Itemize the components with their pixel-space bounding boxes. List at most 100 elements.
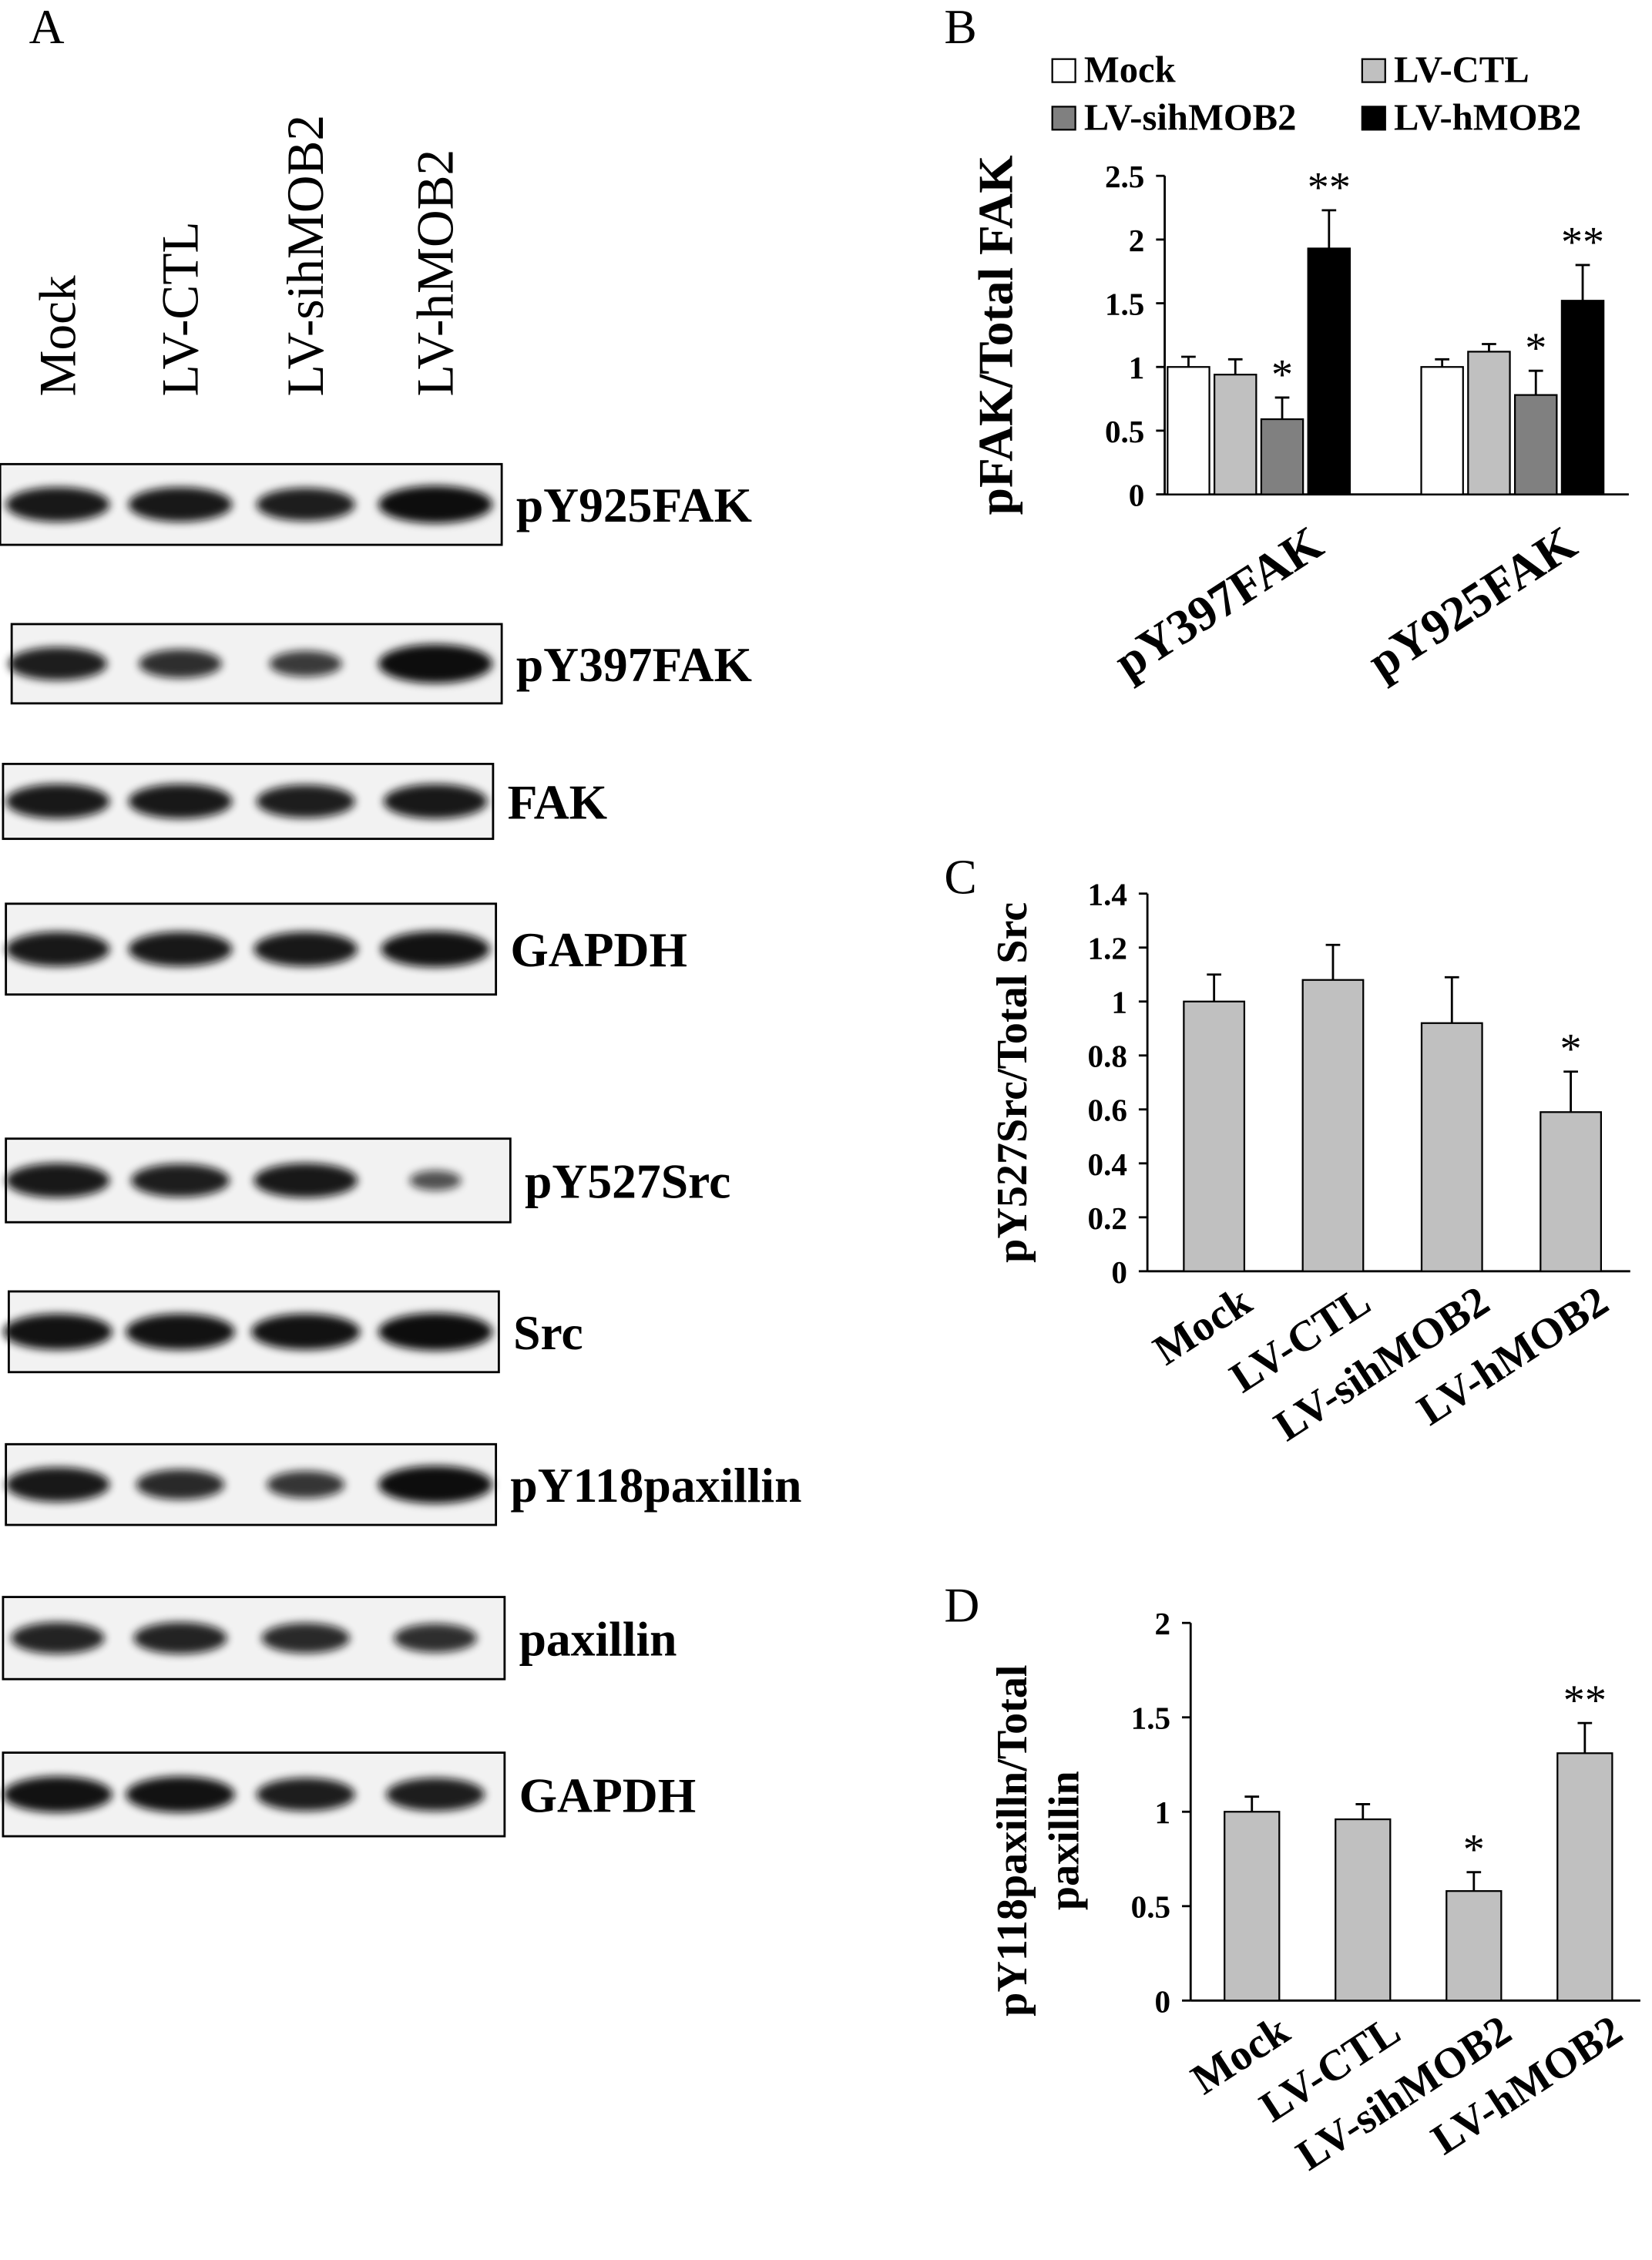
y-tick-label: 1.5 — [1131, 1701, 1170, 1736]
blot-band — [267, 1470, 345, 1499]
bar — [1335, 1818, 1392, 2002]
band-label: pY925FAK — [516, 478, 752, 532]
legend-label: Mock — [1084, 49, 1176, 91]
y-axis-label: pFAK/Total FAK — [968, 155, 1022, 515]
legend-label: LV-sihMOB2 — [1084, 96, 1297, 138]
y-tick-label: 1 — [1111, 985, 1127, 1020]
y-tick-label: 2.5 — [1105, 159, 1144, 194]
y-tick-label: 0 — [1154, 1983, 1170, 2019]
blot-band — [256, 488, 355, 522]
bar — [1513, 394, 1558, 495]
x-tick-label: pY397FAK — [1104, 515, 1331, 690]
y-tick-label: 0.5 — [1131, 1889, 1170, 1925]
significance-mark: * — [1560, 1026, 1582, 1073]
blot-band — [8, 646, 107, 680]
bar — [1556, 1752, 1613, 2002]
y-tick-label: 0 — [1129, 478, 1145, 513]
y-tick-label: 0.4 — [1088, 1147, 1127, 1182]
blot-band — [133, 1622, 227, 1654]
y-tick-label: 1.2 — [1088, 931, 1127, 966]
y-axis-label: paxillin — [1040, 1771, 1088, 1910]
significance-mark: ** — [1561, 219, 1604, 267]
legend-label: LV-CTL — [1394, 49, 1529, 91]
band-label: GAPDH — [510, 922, 687, 977]
band-label: FAK — [508, 774, 607, 829]
blot-band — [3, 1313, 112, 1350]
legend-label: LV-hMOB2 — [1394, 96, 1581, 138]
blot-band — [381, 931, 490, 968]
panel-label: B — [944, 0, 976, 54]
y-tick-label: 0.8 — [1088, 1039, 1127, 1074]
legend-swatch — [1361, 106, 1386, 131]
bar — [1260, 418, 1304, 495]
blot-band — [378, 485, 493, 524]
lane-label: LV-hMOB2 — [407, 149, 465, 397]
lane-label: Mock — [29, 275, 86, 396]
band-label: GAPDH — [519, 1768, 697, 1822]
lane-label: LV-CTL — [151, 221, 209, 396]
band-label: pY527Src — [525, 1154, 730, 1208]
blot-band — [128, 932, 233, 967]
blot-band — [409, 1170, 462, 1191]
blot-band — [5, 784, 110, 819]
blot-band — [254, 1163, 358, 1198]
blot-band — [5, 487, 110, 522]
blot-band — [131, 1164, 230, 1197]
blot-band — [383, 784, 488, 819]
bar — [1167, 366, 1210, 495]
band-label: pY118paxillin — [510, 1458, 801, 1513]
blot-band — [394, 1624, 477, 1653]
y-tick-label: 0 — [1111, 1254, 1127, 1290]
blot-band — [5, 1467, 110, 1503]
bar — [1213, 374, 1257, 495]
blot-band — [378, 1313, 493, 1351]
bar — [1540, 1111, 1603, 1272]
blot-band — [269, 650, 342, 677]
blot-band — [126, 1776, 235, 1813]
y-tick-label: 0.5 — [1105, 414, 1144, 449]
lane-label: LV-sihMOB2 — [277, 115, 334, 396]
y-tick-label: 1 — [1129, 350, 1145, 385]
band-label: pY397FAK — [516, 637, 752, 692]
bar — [1467, 351, 1511, 495]
blot-band — [128, 487, 233, 522]
y-axis-label: pY527Src/Total Src — [989, 902, 1036, 1263]
band-label: paxillin — [519, 1611, 677, 1666]
bar — [1224, 1811, 1281, 2002]
blot-band — [251, 1313, 361, 1350]
bar — [1183, 1000, 1246, 1272]
blot-band — [378, 644, 493, 683]
blot-band — [254, 932, 358, 967]
legend-swatch — [1051, 106, 1076, 131]
blot-band — [386, 1778, 485, 1812]
blot-band — [3, 1776, 112, 1813]
bar — [1446, 1890, 1503, 2002]
blot-band — [256, 1778, 355, 1812]
y-tick-label: 2 — [1154, 1606, 1170, 1641]
blot-band — [5, 932, 110, 967]
panel-label: A — [29, 0, 65, 54]
x-tick-label: pY925FAK — [1358, 515, 1586, 690]
y-tick-label: 1.4 — [1088, 877, 1127, 912]
blot-band — [378, 1466, 493, 1503]
blot-band — [128, 784, 233, 819]
legend-swatch — [1051, 58, 1076, 83]
blot-band — [136, 1469, 225, 1500]
blot-band — [126, 1313, 235, 1350]
significance-mark: ** — [1563, 1677, 1607, 1724]
significance-mark: ** — [1308, 164, 1351, 212]
blot-band — [256, 784, 355, 818]
legend-swatch — [1361, 58, 1386, 83]
panel-label: D — [944, 1577, 979, 1632]
blot-band — [261, 1623, 350, 1654]
bar — [1307, 247, 1351, 495]
bar — [1301, 979, 1365, 1272]
bar — [1420, 1022, 1483, 1272]
y-axis-label: pY118paxilln/Total — [989, 1665, 1036, 2017]
y-tick-label: 0.2 — [1088, 1201, 1127, 1236]
y-tick-label: 1.5 — [1105, 287, 1144, 322]
significance-mark: * — [1525, 324, 1546, 372]
y-tick-label: 1 — [1154, 1795, 1170, 1830]
y-tick-label: 2 — [1129, 223, 1145, 258]
